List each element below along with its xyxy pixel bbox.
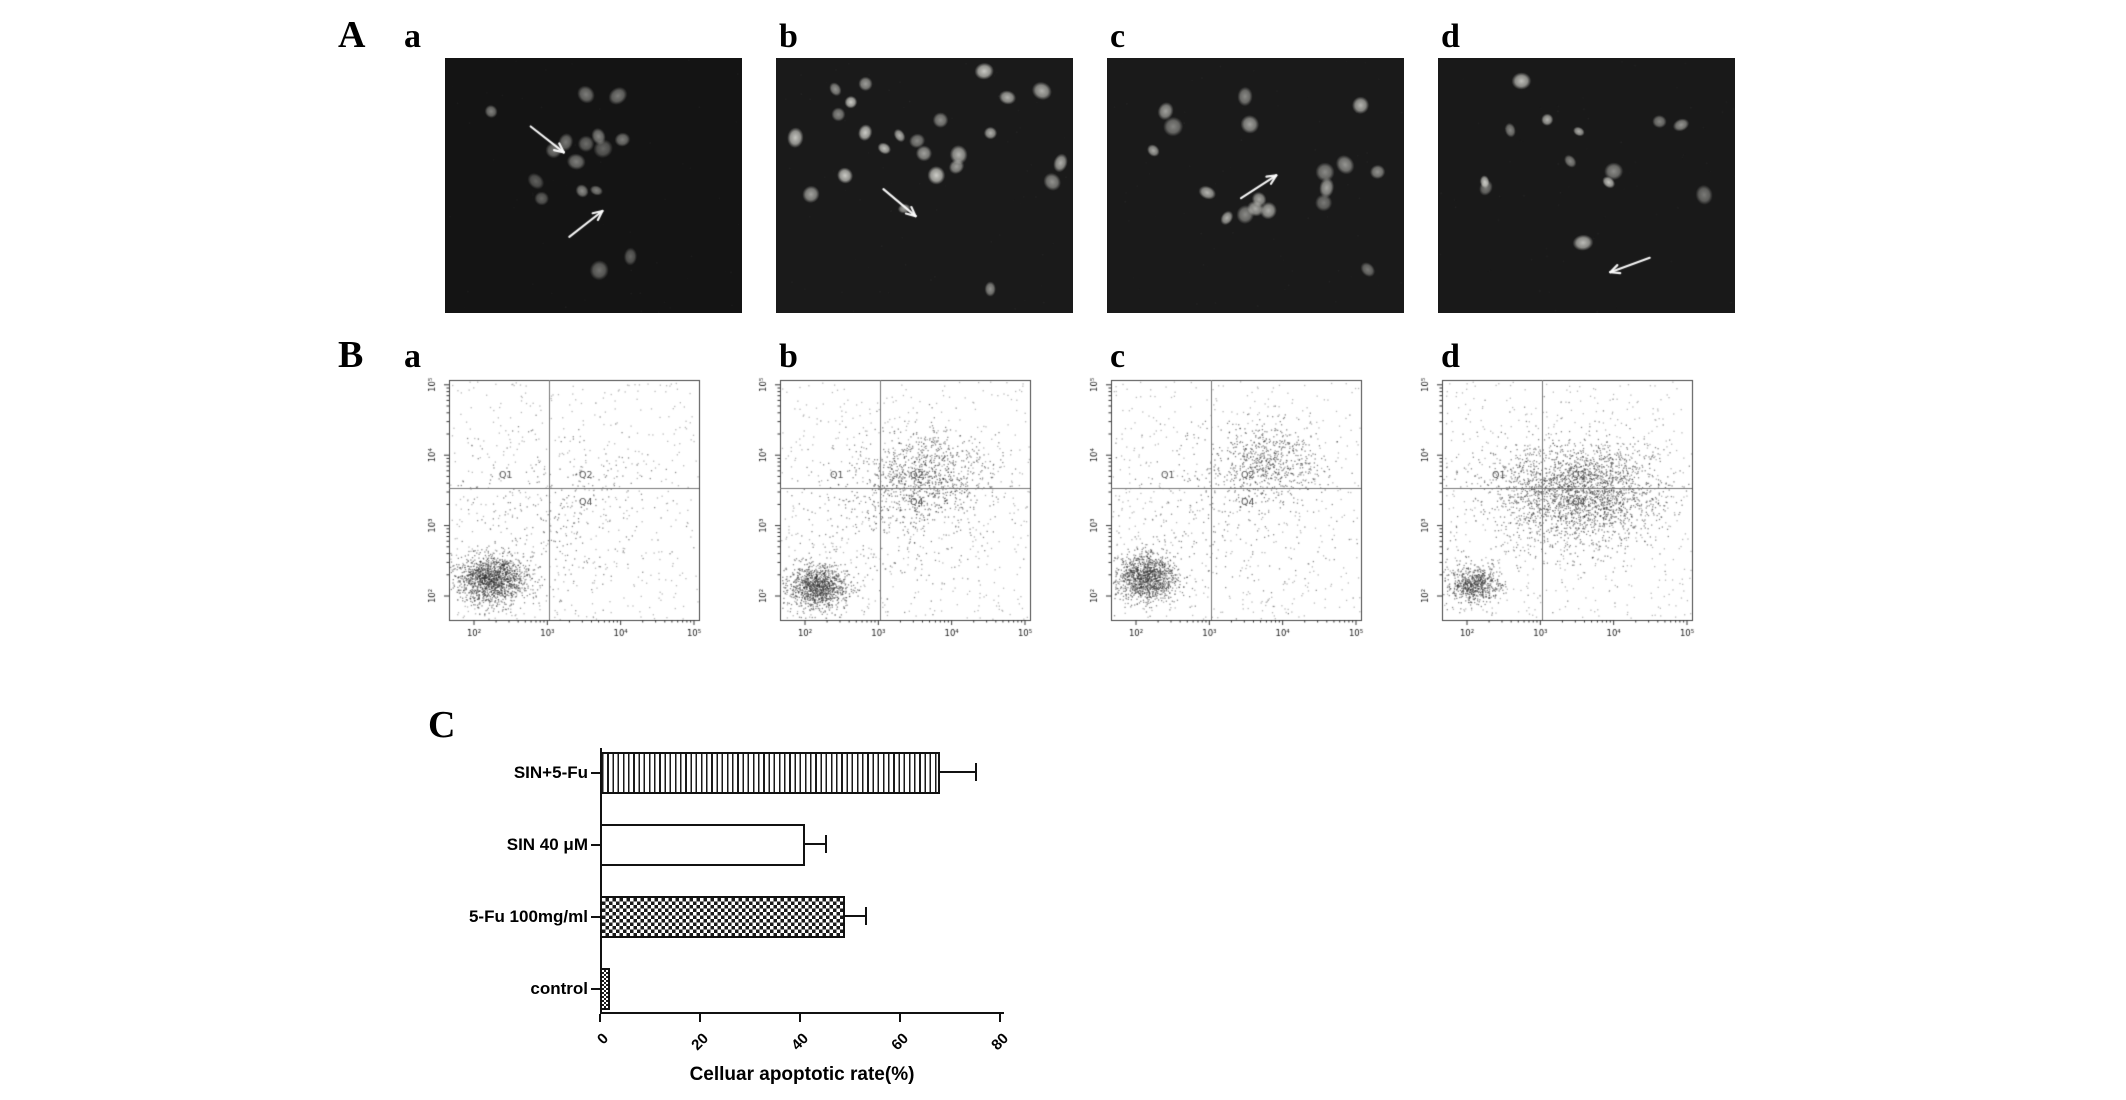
bar-row-5fu: 5-Fu 100mg/ml <box>440 896 1160 938</box>
category-tick <box>591 988 600 990</box>
error-bar-cap <box>975 763 977 781</box>
error-bar-cap <box>865 907 867 925</box>
category-tick <box>591 772 600 774</box>
x-axis-tick <box>699 1014 701 1022</box>
category-label: SIN+5-Fu <box>513 763 588 782</box>
x-axis-tick-label: 0 <box>594 1030 613 1048</box>
category-label: SIN 40 μM <box>506 835 588 854</box>
flow-cytometry-plot-c <box>1065 374 1375 646</box>
fluorescence-micrograph-a <box>445 58 742 313</box>
bar-row-sin40: SIN 40 μM <box>440 824 1160 866</box>
category-label: 5-Fu 100mg/ml <box>468 907 588 926</box>
panel-a-label: A <box>338 14 366 56</box>
panel-b-sub-label-b: b <box>779 338 798 375</box>
x-axis-title: Celluar apoptotic rate(%) <box>689 1064 915 1085</box>
bar-sin-5fu <box>600 752 940 794</box>
bar-row-sin-5fu: SIN+5-Fu <box>440 752 1160 794</box>
x-axis-tick <box>799 1014 801 1022</box>
bar-sin40 <box>600 824 805 866</box>
y-axis-line <box>600 748 602 1014</box>
bar-row-control: control <box>440 968 1160 1010</box>
panel-b-label: B <box>338 334 364 376</box>
error-bar <box>940 771 975 773</box>
error-bar <box>845 915 865 917</box>
x-axis-line <box>600 1012 1004 1014</box>
x-axis-tick-label: 40 <box>788 1030 813 1054</box>
error-bar <box>805 843 825 845</box>
panel-a-sub-label-a: a <box>404 18 421 55</box>
x-axis-tick <box>899 1014 901 1022</box>
x-axis-tick-label: 60 <box>888 1030 913 1054</box>
fluorescence-micrograph-d <box>1438 58 1735 313</box>
panel-b-sub-label-c: c <box>1110 338 1126 375</box>
bar-5fu <box>600 896 845 938</box>
panel-a-sub-label-d: d <box>1441 18 1460 55</box>
panel-b-sub-label-a: a <box>404 338 421 375</box>
category-label: control <box>530 979 588 998</box>
x-axis-tick-label: 80 <box>988 1030 1013 1054</box>
fluorescence-micrograph-c <box>1107 58 1404 313</box>
category-tick <box>591 916 600 918</box>
bar-chart: SIN+5-Fu SIN 40 μM 5-Fu 100mg/ml control… <box>440 742 1160 1098</box>
fluorescence-micrograph-b <box>776 58 1073 313</box>
flow-cytometry-plot-b <box>734 374 1044 646</box>
flow-cytometry-plot-d <box>1396 374 1706 646</box>
x-axis-tick <box>599 1014 601 1022</box>
panel-a-sub-label-b: b <box>779 18 798 55</box>
x-axis-tick-label: 20 <box>688 1030 713 1054</box>
panel-c-label: C <box>428 704 456 746</box>
category-tick <box>591 844 600 846</box>
panel-a-sub-label-c: c <box>1110 18 1126 55</box>
panel-b-sub-label-d: d <box>1441 338 1460 375</box>
x-axis-tick <box>999 1014 1001 1022</box>
error-bar-cap <box>825 835 827 853</box>
flow-cytometry-plot-a <box>403 374 713 646</box>
